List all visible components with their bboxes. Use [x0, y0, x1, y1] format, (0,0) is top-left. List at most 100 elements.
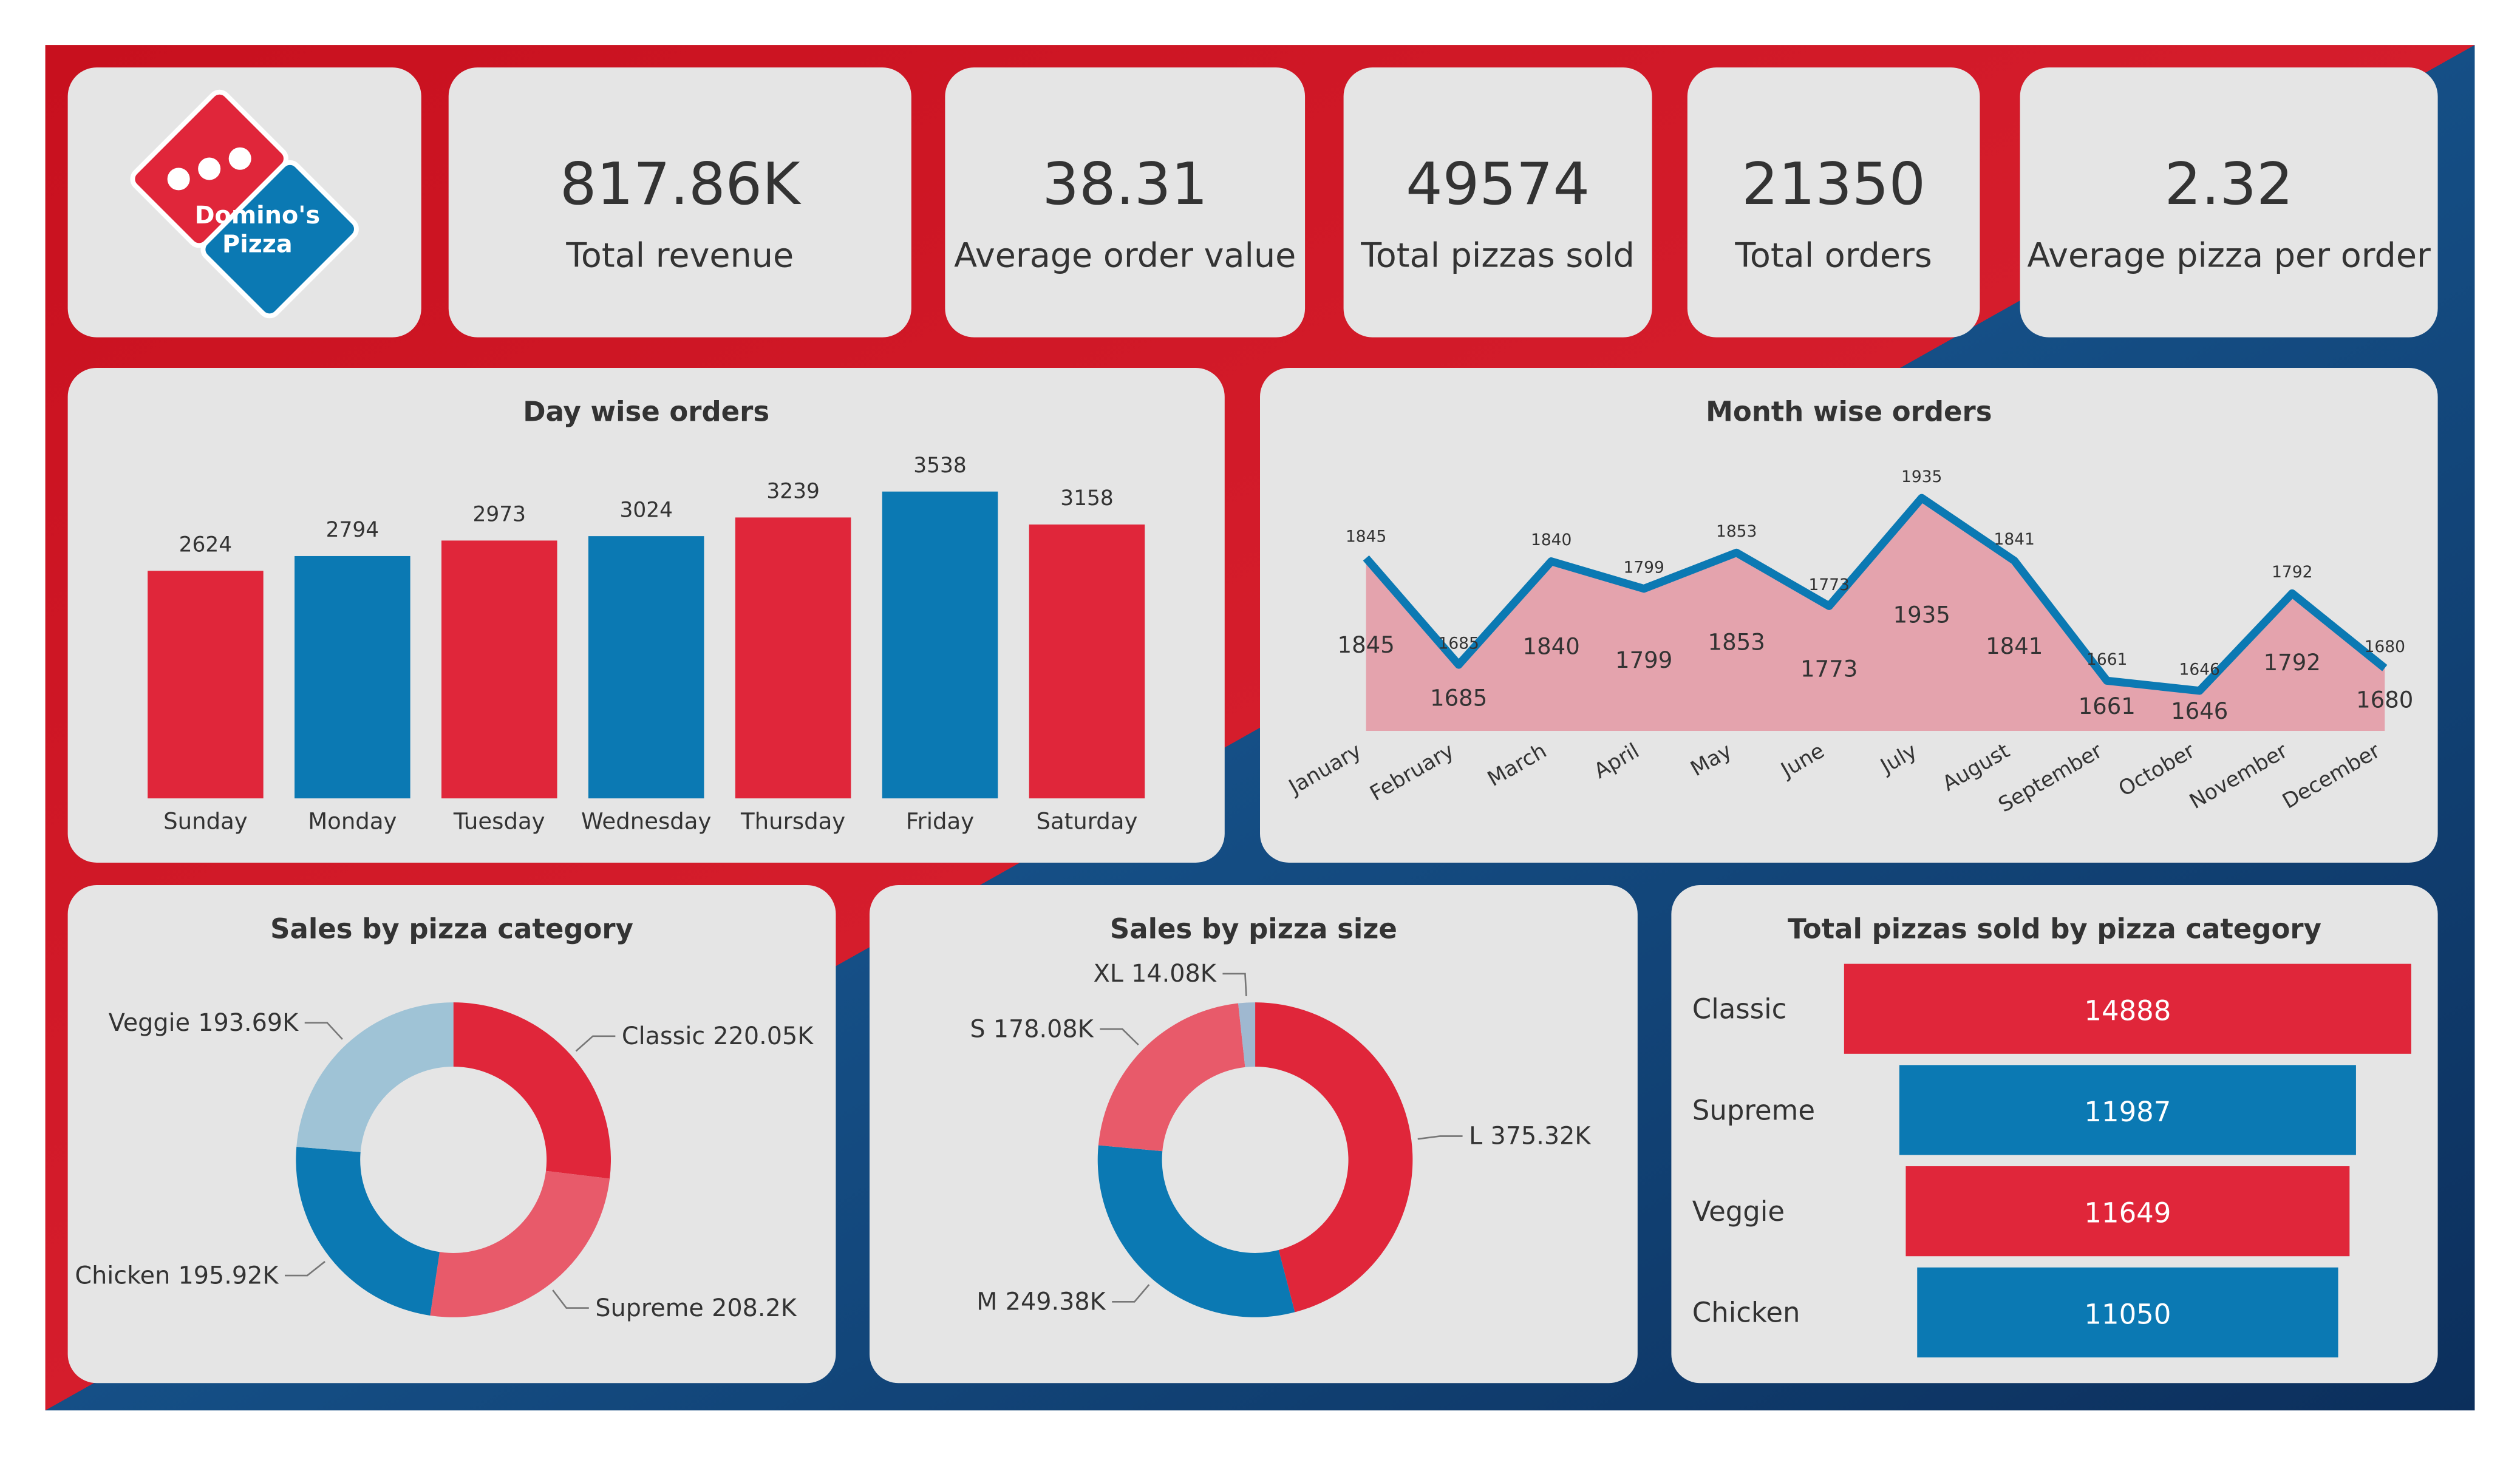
slice-label: M 249.38K — [976, 1288, 1106, 1316]
data-label-small: 1685 — [1438, 634, 1479, 653]
logo-text: Domino's — [195, 202, 320, 229]
data-label: 11050 — [2084, 1298, 2171, 1330]
leader-line — [575, 1035, 616, 1052]
data-label: 14888 — [2084, 994, 2171, 1027]
data-label: 2624 — [179, 533, 232, 557]
data-label: 2973 — [473, 503, 526, 527]
value-label: 249.38K — [1006, 1288, 1106, 1316]
slice-label: Classic 220.05K — [622, 1022, 814, 1050]
kpi-label: Total orders — [1734, 236, 1932, 275]
logo-text: Pizza — [222, 230, 293, 258]
category-label: Chicken — [75, 1262, 170, 1289]
value-label: 195.92K — [178, 1262, 279, 1289]
data-label: 3158 — [1060, 486, 1113, 511]
data-label: 1773 — [1800, 656, 1858, 682]
x-tick-label: Wednesday — [581, 808, 711, 834]
chart-title: Day wise orders — [523, 395, 769, 427]
data-label: 1661 — [2079, 693, 2136, 719]
kpi-label: Total revenue — [565, 236, 794, 275]
slice — [1238, 1002, 1256, 1067]
data-label: 11649 — [2084, 1197, 2171, 1229]
chart-title: Month wise orders — [1706, 395, 1992, 427]
category-label: M — [976, 1288, 997, 1316]
slice — [1255, 1002, 1413, 1313]
card — [448, 67, 911, 338]
data-label-small: 1646 — [2179, 660, 2220, 679]
bar — [441, 540, 557, 799]
data-label: 1792 — [2264, 650, 2321, 676]
data-label: 1840 — [1523, 634, 1580, 660]
leader-line — [284, 1260, 325, 1277]
leader-line — [1112, 1284, 1150, 1303]
x-tick-label: Sunday — [163, 808, 248, 834]
y-tick-label: Classic — [1692, 993, 1787, 1025]
data-label-small: 1792 — [2272, 563, 2312, 582]
area — [1366, 498, 2385, 731]
data-label-small: 1845 — [1346, 528, 1386, 546]
bar — [882, 491, 998, 799]
bar — [735, 517, 851, 799]
slice — [296, 1147, 440, 1316]
kpi-value: 2.32 — [2165, 151, 2294, 218]
category-label: XL — [1094, 960, 1123, 988]
data-label: 1680 — [2356, 687, 2413, 713]
leader-line — [1100, 1028, 1139, 1046]
card — [1687, 67, 1980, 338]
x-tick-label: Tuesday — [453, 808, 545, 834]
bar — [1905, 1166, 2350, 1257]
slice — [1098, 1003, 1245, 1152]
data-label-small: 1799 — [1624, 558, 1664, 577]
card — [2020, 67, 2438, 338]
slice — [1097, 1145, 1295, 1317]
kpi-label: Average order value — [954, 236, 1296, 275]
slice — [453, 1002, 611, 1179]
kpi-label: Average pizza per order — [2027, 236, 2431, 275]
x-tick-label: Monday — [308, 808, 397, 834]
slice-label: Supreme 208.2K — [595, 1294, 797, 1322]
bar — [295, 555, 410, 799]
category-label: Classic — [622, 1022, 705, 1050]
data-label-small: 1840 — [1531, 531, 1572, 549]
bar — [1917, 1267, 2338, 1357]
data-label: 1646 — [2171, 698, 2228, 724]
data-label-small: 1680 — [2365, 637, 2405, 656]
slice-label: Veggie 193.69K — [109, 1009, 299, 1037]
value-label: 220.05K — [713, 1022, 814, 1050]
chart-title: Total pizzas sold by pizza category — [1788, 912, 2321, 945]
chart-title: Sales by pizza size — [1110, 912, 1397, 945]
data-label: 1935 — [1893, 602, 1950, 628]
chart-title: Sales by pizza category — [270, 912, 633, 945]
card — [1343, 67, 1652, 338]
data-label: 1845 — [1338, 632, 1395, 658]
kpi-value: 21350 — [1742, 151, 1926, 218]
x-tick-label: Thursday — [740, 808, 845, 834]
bar — [1899, 1065, 2356, 1155]
slice — [296, 1002, 454, 1152]
data-label: 1853 — [1708, 629, 1765, 655]
bar — [1029, 524, 1145, 799]
y-tick-label: Chicken — [1692, 1297, 1800, 1329]
value-label: 178.08K — [993, 1015, 1094, 1043]
slice-label: XL 14.08K — [1094, 960, 1217, 988]
value-label: 14.08K — [1131, 960, 1217, 988]
bar — [148, 571, 264, 799]
value-label: 375.32K — [1491, 1122, 1592, 1150]
leader-line — [304, 1022, 343, 1040]
data-label-small: 1935 — [1901, 467, 1942, 486]
card — [67, 885, 836, 1384]
slice — [430, 1170, 610, 1317]
data-label: 3024 — [619, 498, 672, 522]
value-label: 193.69K — [198, 1009, 299, 1037]
data-label-small: 1773 — [1809, 576, 1850, 594]
data-label: 2794 — [326, 518, 379, 542]
kpi-value: 817.86K — [560, 151, 802, 218]
bar — [588, 536, 704, 799]
data-label: 1841 — [1986, 633, 2043, 659]
data-label: 11987 — [2084, 1096, 2171, 1128]
leader-line — [1222, 973, 1247, 997]
y-tick-label: Supreme — [1692, 1094, 1815, 1126]
kpi-value: 49574 — [1406, 151, 1590, 218]
slice-label: L 375.32K — [1469, 1122, 1591, 1150]
category-label: Supreme — [595, 1294, 703, 1322]
